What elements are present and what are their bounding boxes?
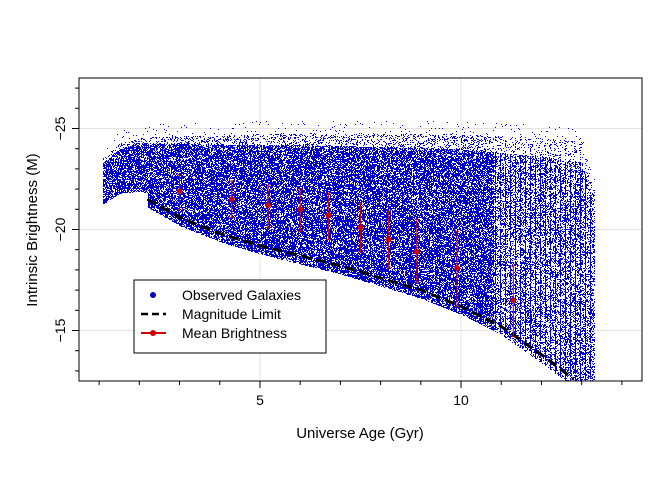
mean-point-0 bbox=[176, 188, 183, 194]
x-tick-label-0: 5 bbox=[256, 392, 264, 408]
y-tick-label-1: −20 bbox=[52, 217, 68, 241]
mean-point-5 bbox=[357, 224, 364, 231]
legend: Observed Galaxies Magnitude Limit Mean B… bbox=[133, 279, 327, 354]
mean-point-1 bbox=[229, 196, 235, 202]
magnitude-limit-line bbox=[146, 197, 575, 381]
x-axis-label: Universe Age (Gyr) bbox=[296, 425, 424, 442]
mean-point-4 bbox=[325, 212, 332, 219]
mean-point-3 bbox=[297, 206, 303, 213]
mean-point-6 bbox=[385, 236, 392, 243]
mean-point-7 bbox=[414, 248, 420, 255]
y-axis-ticks: −25 −20 −15 bbox=[52, 87, 79, 372]
mean-point-8 bbox=[454, 265, 460, 271]
magnitude-limit-layer bbox=[146, 197, 575, 381]
legend-box bbox=[133, 279, 327, 354]
legend-mean-label: Mean Brightness bbox=[182, 325, 287, 341]
x-axis-ticks: 5 10 bbox=[98, 381, 623, 408]
legend-mean-marker bbox=[150, 330, 156, 336]
y-tick-label-0: −25 bbox=[52, 116, 68, 140]
y-tick-label-2: −15 bbox=[52, 318, 68, 342]
y-axis-label: Intrinsic Brightness (M) bbox=[24, 153, 41, 306]
mean-point-2 bbox=[265, 202, 271, 209]
mean-point-9 bbox=[510, 297, 517, 304]
x-tick-label-1: 10 bbox=[453, 392, 469, 408]
legend-observed-label: Observed Galaxies bbox=[182, 287, 301, 303]
legend-observed-marker bbox=[150, 292, 156, 298]
observed-galaxies-cloud bbox=[103, 121, 595, 381]
legend-limit-label: Magnitude Limit bbox=[182, 306, 281, 322]
mean-brightness-layer bbox=[176, 174, 517, 338]
observed-galaxies-points bbox=[103, 121, 595, 381]
